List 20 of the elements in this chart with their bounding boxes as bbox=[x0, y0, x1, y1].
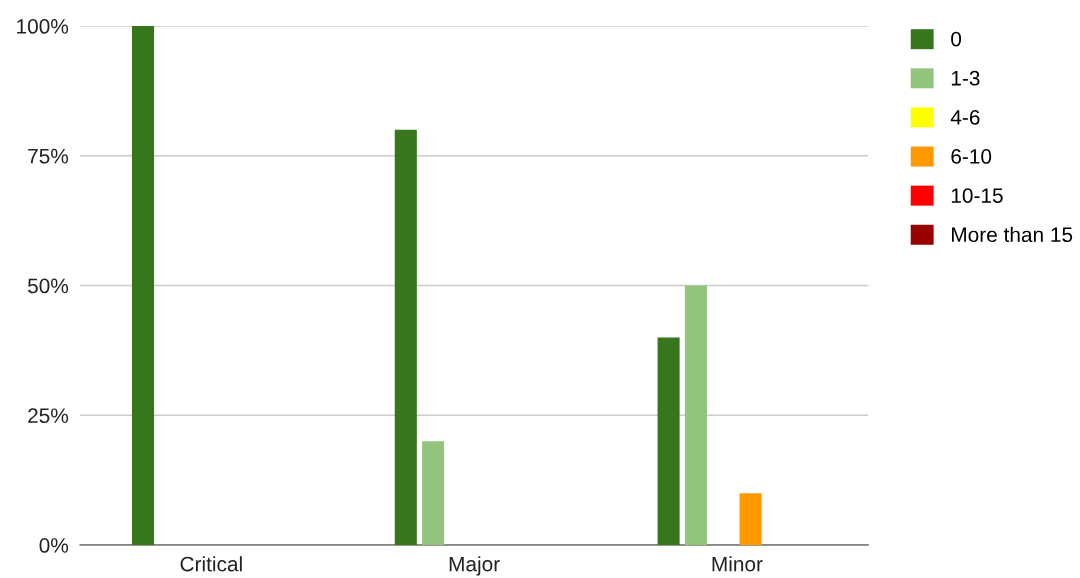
y-tick-label: 25% bbox=[28, 408, 69, 424]
legend-label: 6-10 bbox=[951, 149, 992, 164]
legend-label: 1-3 bbox=[951, 70, 980, 86]
legend-label: 10-15 bbox=[951, 188, 1003, 203]
bar bbox=[684, 285, 707, 546]
bar bbox=[739, 493, 762, 546]
bar bbox=[657, 337, 680, 546]
legend-label: 4-6 bbox=[950, 109, 980, 125]
bar bbox=[422, 441, 445, 546]
x-tick-label: Major bbox=[449, 556, 500, 576]
y-tick-label: 0% bbox=[39, 538, 69, 553]
legend-label: More than 15 bbox=[952, 226, 1073, 243]
y-tick-label: 100% bbox=[17, 19, 69, 34]
legend-label: 0 bbox=[951, 31, 962, 47]
x-tick-label: Critical bbox=[180, 556, 242, 572]
y-tick-label: 75% bbox=[28, 148, 69, 164]
bar bbox=[131, 26, 155, 546]
y-tick-label: 50% bbox=[27, 278, 69, 294]
x-tick-label: Minor bbox=[712, 556, 763, 572]
bar bbox=[394, 129, 417, 546]
